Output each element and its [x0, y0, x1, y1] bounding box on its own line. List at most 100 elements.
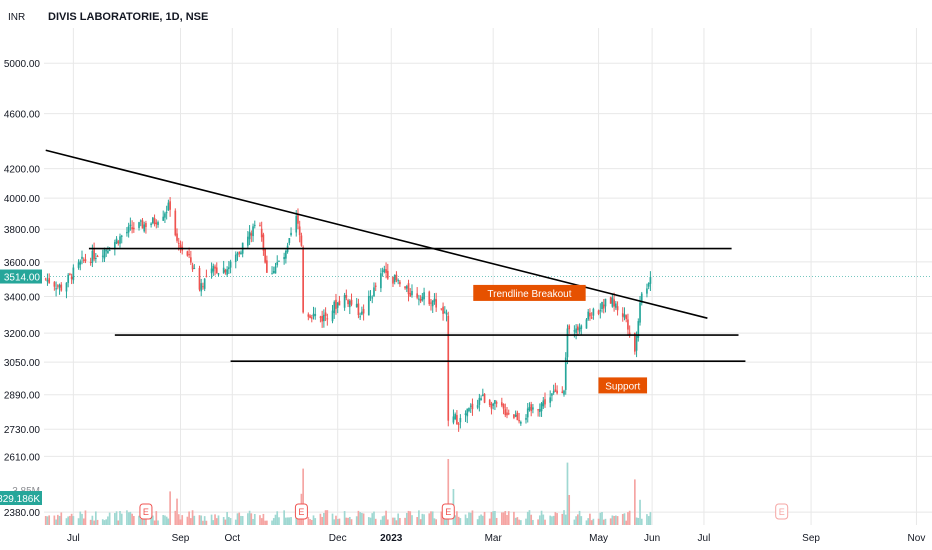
- candle-body: [456, 415, 458, 425]
- volume-bar: [247, 513, 249, 525]
- volume-bar: [478, 515, 481, 525]
- candle-body: [120, 235, 123, 237]
- candle-body: [592, 308, 595, 316]
- candle-body: [551, 393, 553, 396]
- volume-bar: [48, 515, 51, 525]
- volume-bar: [540, 510, 543, 525]
- volume-bar: [107, 516, 109, 525]
- volume-bar: [215, 518, 218, 525]
- candle-body: [252, 226, 254, 237]
- volume-bar: [585, 520, 588, 525]
- time-tick-label: Oct: [225, 533, 241, 544]
- volume-bar: [640, 518, 643, 525]
- volume-bar: [418, 510, 420, 525]
- volume-bar: [466, 518, 469, 525]
- volume-bar: [405, 512, 408, 525]
- volume-bar: [604, 518, 607, 525]
- candle-body: [355, 303, 358, 308]
- volume-bar: [240, 515, 242, 525]
- candle-body: [374, 285, 377, 287]
- volume-bar: [502, 512, 505, 525]
- volume-bar: [457, 516, 460, 525]
- earnings-marker-label: E: [298, 507, 304, 517]
- candle-body: [369, 296, 372, 298]
- candle-body: [229, 261, 232, 268]
- symbol-title[interactable]: DIVIS LABORATORIE, 1D, NSE: [48, 11, 208, 23]
- price-tick-label: 3400.00: [4, 292, 41, 303]
- volume-bar: [646, 514, 648, 525]
- candle-body: [494, 400, 496, 404]
- candle-body: [69, 273, 71, 275]
- volume-bar: [514, 517, 517, 525]
- time-axis[interactable]: Jul Sep Oct Dec 2023 Mar May Jun Jul Sep Nov: [67, 533, 925, 544]
- volume-tag: [0, 491, 42, 505]
- candle-body: [380, 273, 382, 289]
- candle-body: [613, 299, 615, 307]
- volume-bar: [443, 515, 446, 525]
- volume-bar: [554, 512, 557, 525]
- candle-body: [323, 314, 325, 322]
- volume-bar: [312, 515, 315, 525]
- volume-bar: [165, 516, 168, 525]
- candle-body: [435, 299, 438, 308]
- price-tick-label: 3050.00: [4, 358, 41, 369]
- volume-bar: [357, 510, 360, 525]
- time-tick-label: Sep: [802, 533, 820, 544]
- volume-bar: [532, 519, 534, 525]
- time-tick-label: May: [589, 533, 608, 544]
- annotation-box: [473, 284, 586, 301]
- candle-body: [70, 276, 73, 280]
- candle-body: [646, 288, 648, 294]
- candle-body: [418, 298, 420, 300]
- drawings[interactable]: Trendline Breakout Support: [45, 149, 746, 394]
- candle-body: [433, 298, 436, 302]
- candle-body: [215, 267, 218, 274]
- volume-bar: [259, 515, 261, 525]
- candle-body: [457, 423, 460, 425]
- volume-bar: [566, 462, 569, 525]
- volume-bar: [416, 517, 419, 525]
- candle-body: [283, 256, 285, 260]
- candle-body: [518, 419, 520, 422]
- candle-body: [445, 312, 448, 315]
- volume-bar: [528, 510, 531, 525]
- time-tick-label: Mar: [485, 533, 503, 544]
- volume-label: 829.186K: [0, 494, 40, 505]
- candle-body: [285, 250, 287, 259]
- volume-bar: [335, 515, 337, 525]
- candle-body: [169, 201, 171, 210]
- candle-body: [143, 224, 146, 232]
- volume-bar: [139, 518, 142, 525]
- volume-bar: [519, 520, 522, 525]
- candle-body: [397, 280, 400, 282]
- candle-body: [637, 321, 640, 338]
- price-axis[interactable]: 5000.00 4600.00 4200.00 4000.00 3800.00 3600.…: [0, 59, 42, 519]
- candle-body: [115, 238, 118, 244]
- volume-bar: [476, 519, 479, 525]
- candle-body: [91, 250, 94, 263]
- volume-bar: [611, 515, 614, 525]
- volume-bar: [587, 518, 590, 525]
- volume-bar: [456, 511, 458, 525]
- candle-body: [77, 262, 80, 268]
- volume-bar: [260, 518, 263, 525]
- volume-bar: [563, 510, 565, 525]
- candle-body: [552, 391, 555, 394]
- candle-body: [324, 312, 327, 316]
- candle-body: [634, 332, 636, 352]
- volume-bar: [309, 519, 311, 525]
- earnings-marker: [775, 503, 789, 520]
- volume-bar: [155, 511, 158, 525]
- candle-body: [469, 405, 472, 407]
- volume-bar: [323, 513, 325, 525]
- volume-bar: [131, 513, 133, 525]
- volume-bar: [193, 515, 196, 525]
- candle-body: [262, 234, 265, 251]
- volume-bar: [326, 510, 329, 525]
- candle-body: [386, 270, 389, 279]
- volume-bar: [411, 515, 413, 525]
- volume-bar: [469, 512, 472, 525]
- candle-body: [507, 413, 510, 415]
